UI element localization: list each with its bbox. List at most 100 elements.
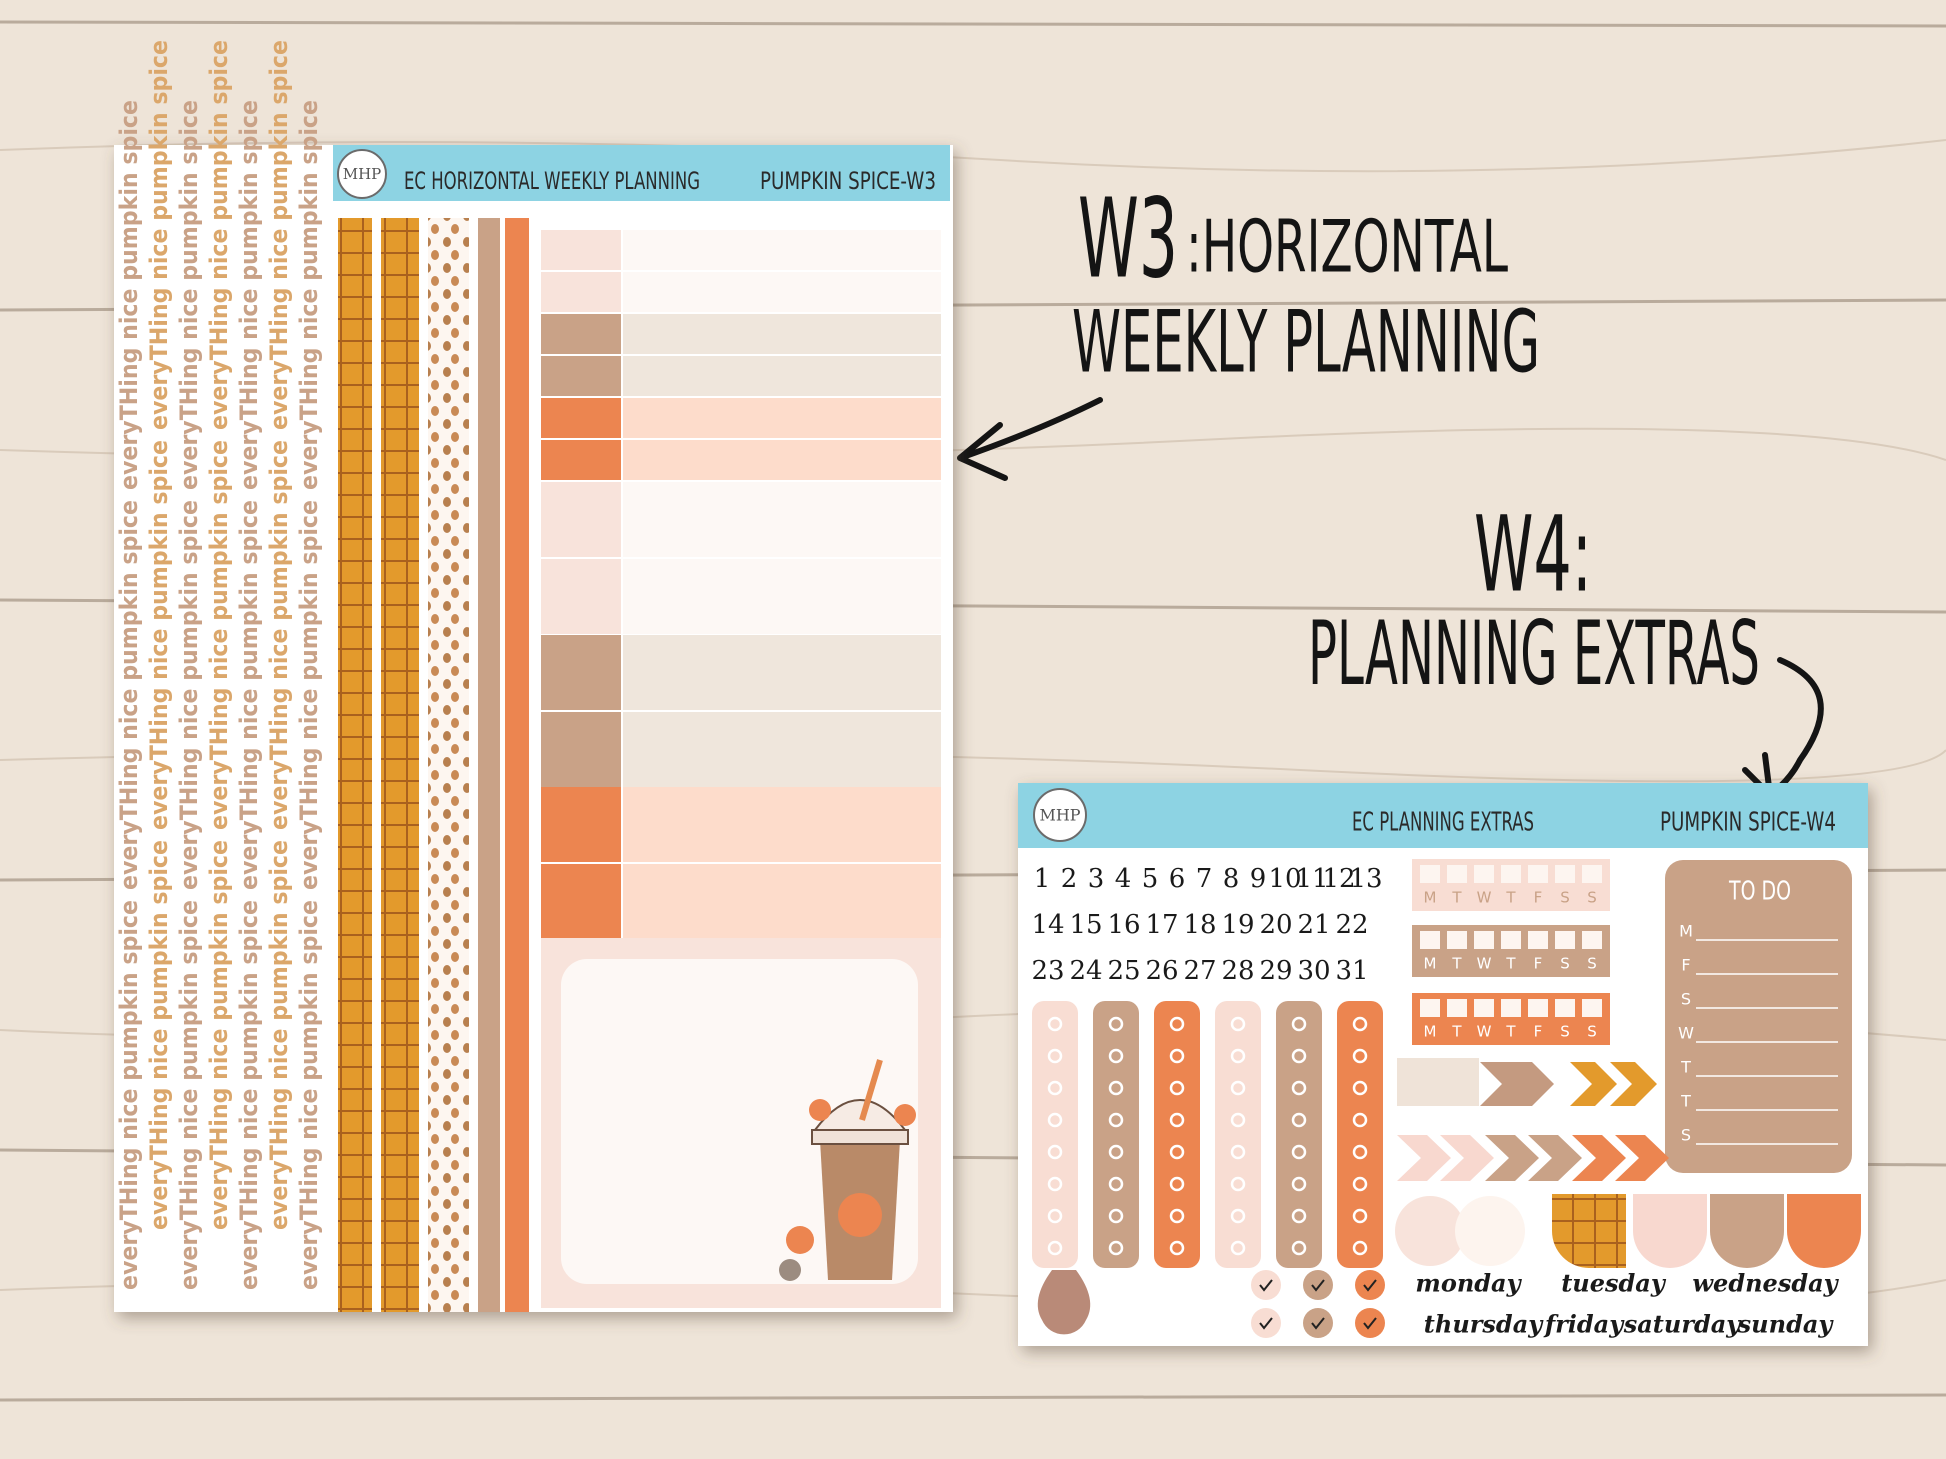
todo-day: W bbox=[1678, 1024, 1694, 1043]
strip-icon bbox=[1352, 1208, 1368, 1224]
day-label-box bbox=[541, 230, 621, 270]
date-number: 18 bbox=[1183, 910, 1216, 940]
date-number: 21 bbox=[1297, 910, 1330, 940]
strip-icon bbox=[1108, 1176, 1124, 1192]
check-mark bbox=[1363, 1317, 1377, 1330]
tracker-letter: W bbox=[1477, 955, 1492, 973]
todo-day: F bbox=[1681, 956, 1690, 975]
tracker-letter: T bbox=[1505, 955, 1516, 973]
day-label-box bbox=[541, 272, 621, 312]
washi-text: everyTHing nice pumpkin spice bbox=[205, 440, 233, 830]
day-name: friday bbox=[1543, 1310, 1625, 1339]
day-write-box bbox=[623, 440, 941, 480]
tracker-letter: T bbox=[1505, 889, 1516, 907]
date-number: 28 bbox=[1221, 956, 1254, 986]
washi-text: everyTHing nice pumpkin spice bbox=[175, 100, 203, 490]
w3-title: :HORIZONTAL bbox=[1186, 205, 1508, 289]
todo-day: T bbox=[1680, 1058, 1691, 1077]
tracker-box bbox=[1501, 865, 1521, 883]
date-number: 2 bbox=[1061, 864, 1078, 894]
sheet-title: EC PLANNING EXTRAS bbox=[1352, 808, 1534, 838]
day-label-box bbox=[541, 635, 621, 710]
date-number: 30 bbox=[1297, 956, 1330, 986]
tracker-letter: W bbox=[1477, 889, 1492, 907]
day-label-box bbox=[541, 482, 621, 557]
strip-icon bbox=[1291, 1208, 1307, 1224]
strip-icon bbox=[1108, 1112, 1124, 1128]
header-bar bbox=[333, 145, 950, 201]
check-mark bbox=[1259, 1279, 1273, 1292]
tracker-letter: W bbox=[1477, 1023, 1492, 1041]
w4-label: W4: bbox=[1474, 493, 1592, 615]
check-circle bbox=[1303, 1308, 1333, 1338]
sheet-w3: everyTHing nice pumpkin spiceeveryTHing … bbox=[114, 40, 953, 1312]
day-name: monday bbox=[1415, 1269, 1522, 1298]
sheet-w4: MHP EC PLANNING EXTRAS PUMPKIN SPICE-W4 … bbox=[1018, 783, 1868, 1346]
tracker-letter: S bbox=[1560, 1023, 1570, 1041]
washi-text-strip: everyTHing nice pumpkin spiceeveryTHing … bbox=[115, 40, 323, 1290]
arrow-w3 bbox=[957, 397, 1103, 481]
check-circle bbox=[1251, 1270, 1281, 1300]
washi-text: everyTHing nice pumpkin spice bbox=[175, 500, 203, 890]
tracker-box bbox=[1555, 865, 1575, 883]
logo-text: MHP bbox=[343, 165, 382, 183]
tracker-box bbox=[1447, 865, 1467, 883]
strip-icon bbox=[1230, 1112, 1246, 1128]
day-label-box bbox=[541, 864, 621, 939]
w3-label: W3 bbox=[1078, 174, 1178, 302]
day-write-box bbox=[623, 314, 941, 354]
icon-strip bbox=[1032, 1001, 1078, 1268]
washi-text: everyTHing nice pumpkin spice bbox=[235, 900, 263, 1290]
latte-illustration bbox=[779, 1059, 916, 1281]
day-write-box bbox=[623, 787, 941, 862]
date-number: 3 bbox=[1088, 864, 1105, 894]
plaid-strip bbox=[381, 218, 419, 1312]
strip-icon bbox=[1230, 1048, 1246, 1064]
washi-text: everyTHing nice pumpkin spice bbox=[295, 500, 323, 890]
check-circle bbox=[1251, 1308, 1281, 1338]
tracker-letter: T bbox=[1451, 955, 1462, 973]
date-number: 16 bbox=[1107, 910, 1140, 940]
annotations: W3 :HORIZONTAL WEEKLY PLANNING W4: PLANN… bbox=[957, 174, 1824, 798]
icon-strip bbox=[1337, 1001, 1383, 1268]
tracker-letter: S bbox=[1560, 889, 1570, 907]
strip-icon bbox=[1047, 1080, 1063, 1096]
check-mark bbox=[1259, 1317, 1273, 1330]
strip-icon bbox=[1169, 1016, 1185, 1032]
date-number: 26 bbox=[1145, 956, 1178, 986]
tracker-box bbox=[1420, 865, 1440, 883]
tracker-letter: S bbox=[1587, 1023, 1597, 1041]
tracker-box bbox=[1474, 999, 1494, 1017]
icon-strip bbox=[1093, 1001, 1139, 1268]
day-label-box bbox=[541, 712, 621, 787]
strip-icon bbox=[1047, 1240, 1063, 1256]
logo-badge bbox=[337, 149, 387, 199]
day-write-box bbox=[623, 864, 941, 939]
tracker-letter: M bbox=[1424, 1023, 1437, 1041]
arrow-flags bbox=[1397, 1058, 1669, 1181]
tan-strip bbox=[478, 218, 500, 1312]
check-mark bbox=[1363, 1279, 1377, 1292]
date-number: 23 bbox=[1031, 956, 1064, 986]
todo-day: S bbox=[1681, 1126, 1691, 1145]
strip-icon bbox=[1169, 1112, 1185, 1128]
sheet-title: EC HORIZONTAL WEEKLY PLANNING bbox=[404, 167, 700, 195]
w3-subtitle: WEEKLY PLANNING bbox=[1072, 292, 1540, 392]
date-number: 14 bbox=[1031, 910, 1064, 940]
tracker-box bbox=[1420, 931, 1440, 949]
tracker-letter: S bbox=[1587, 955, 1597, 973]
tracker-letter: M bbox=[1424, 889, 1437, 907]
logo-text: MHP bbox=[1039, 806, 1080, 825]
strip-icon bbox=[1047, 1112, 1063, 1128]
date-number: 19 bbox=[1221, 910, 1254, 940]
date-number: 5 bbox=[1142, 864, 1159, 894]
check-mark bbox=[1311, 1317, 1325, 1330]
check-circle bbox=[1355, 1308, 1385, 1338]
icon-strip bbox=[1276, 1001, 1322, 1268]
planner-boxes bbox=[541, 230, 941, 939]
date-number: 31 bbox=[1335, 956, 1368, 986]
tracker-box bbox=[1582, 999, 1602, 1017]
date-number: 15 bbox=[1069, 910, 1102, 940]
